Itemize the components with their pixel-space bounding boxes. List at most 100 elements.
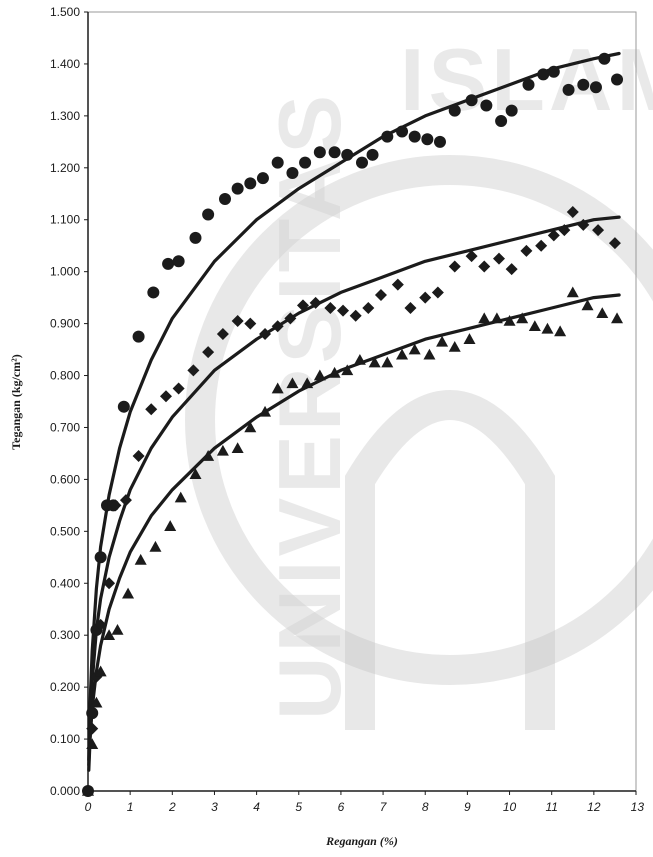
data-point-circle [611, 73, 624, 86]
y-tick-label: 0.600 [50, 472, 80, 486]
y-tick-label: 0.000 [50, 784, 80, 798]
data-point-circle [172, 255, 185, 268]
data-point-circle [366, 148, 379, 161]
data-point-triangle [448, 340, 461, 352]
x-tick-label: 1 [127, 800, 134, 814]
y-tick-label: 0.400 [50, 576, 80, 590]
data-point-triangle [216, 444, 229, 456]
data-point-triangle [231, 442, 244, 454]
data-point-diamond [493, 252, 505, 265]
data-point-diamond [566, 205, 579, 218]
data-point-circle [202, 208, 215, 221]
y-tick-label: 1.400 [50, 57, 80, 71]
data-point-diamond [119, 494, 132, 507]
data-point-diamond [145, 403, 158, 416]
data-point-diamond [296, 299, 309, 312]
data-point-diamond [362, 302, 375, 315]
data-point-diamond [187, 364, 200, 377]
data-point-diamond [608, 237, 621, 250]
data-point-circle [547, 65, 560, 78]
data-point-triangle [313, 369, 326, 381]
data-point-triangle [408, 343, 421, 355]
data-point-circle [162, 257, 175, 270]
data-point-circle [147, 286, 160, 299]
data-point-diamond [391, 278, 404, 291]
data-point-circle [356, 156, 368, 169]
data-point-circle [421, 133, 434, 146]
data-point-circle [94, 551, 107, 564]
data-point-circle [219, 192, 231, 205]
x-tick-label: 12 [587, 800, 601, 814]
x-tick-label: 6 [338, 800, 345, 814]
data-point-circle [231, 182, 244, 195]
data-point-circle [480, 99, 493, 112]
data-point-diamond [159, 390, 172, 403]
data-point-circle [433, 135, 446, 148]
data-point-diamond [448, 260, 461, 273]
x-tick-label: 4 [253, 800, 260, 814]
data-point-diamond [94, 618, 107, 631]
data-point-diamond [577, 218, 590, 231]
data-point-diamond [324, 302, 337, 315]
x-tick-label: 3 [211, 800, 218, 814]
data-point-triangle [566, 286, 579, 298]
data-point-circle [465, 94, 478, 107]
y-tick-label: 0.500 [50, 524, 80, 538]
data-point-diamond [103, 577, 116, 590]
data-point-circle [132, 330, 145, 343]
data-point-triangle [86, 738, 99, 750]
data-point-diamond [349, 309, 362, 322]
data-point-triangle [478, 312, 491, 324]
data-point-triangle [381, 356, 394, 368]
data-point-triangle [328, 366, 341, 378]
data-point-diamond [592, 224, 605, 237]
data-point-diamond [478, 260, 491, 273]
data-point-diamond [465, 250, 478, 263]
y-axis-ticks: 0.000 0.100 0.200 0.300 0.400 0.500 0.600 0.700… [50, 5, 88, 798]
x-axis-ticks: 0 1 2 3 4 5 6 7 8 9 10 11 12 13 [85, 791, 644, 814]
x-tick-label: 5 [295, 800, 302, 814]
data-point-triangle [353, 353, 366, 365]
data-point-triangle [396, 348, 409, 360]
data-point-circle [381, 130, 394, 143]
data-point-diamond [431, 286, 444, 299]
data-point-triangle [528, 320, 541, 331]
data-point-triangle [581, 299, 594, 311]
data-point-circle [522, 78, 535, 91]
y-tick-label: 1.200 [50, 161, 80, 175]
data-point-triangle [259, 405, 272, 417]
data-point-triangle [174, 491, 187, 503]
data-point-diamond [558, 224, 571, 237]
data-point-diamond [535, 239, 548, 252]
data-point-diamond [309, 296, 322, 309]
x-tick-label: 7 [380, 800, 388, 814]
data-point-diamond [374, 289, 387, 302]
y-axis-title: Tegangan (kg/cm²) [9, 354, 23, 450]
data-point-triangle [271, 382, 284, 394]
x-tick-label: 8 [422, 800, 429, 814]
data-point-triangle [554, 325, 567, 337]
x-axis-title: Regangan (%) [325, 834, 398, 848]
data-point-circle [577, 78, 590, 91]
data-point-triangle [103, 629, 116, 640]
data-point-circle [299, 156, 312, 169]
data-point-triangle [541, 322, 554, 334]
data-point-circle [117, 400, 130, 413]
data-point-circle [256, 172, 269, 185]
data-point-triangle [94, 665, 107, 677]
data-point-circle [244, 177, 257, 190]
watermark-dome [345, 390, 555, 730]
data-point-triangle [286, 377, 299, 389]
data-point-circle [598, 52, 611, 65]
y-tick-label: 0.900 [50, 317, 80, 331]
data-point-triangle [164, 520, 177, 531]
data-point-diamond [244, 317, 257, 330]
x-tick-label: 10 [503, 800, 517, 814]
data-point-circle [537, 68, 550, 81]
data-point-circle [341, 148, 354, 161]
data-point-circle [313, 146, 326, 159]
watermark-ring [185, 155, 653, 685]
data-point-triangle [596, 307, 609, 319]
data-point-circle [396, 125, 409, 138]
